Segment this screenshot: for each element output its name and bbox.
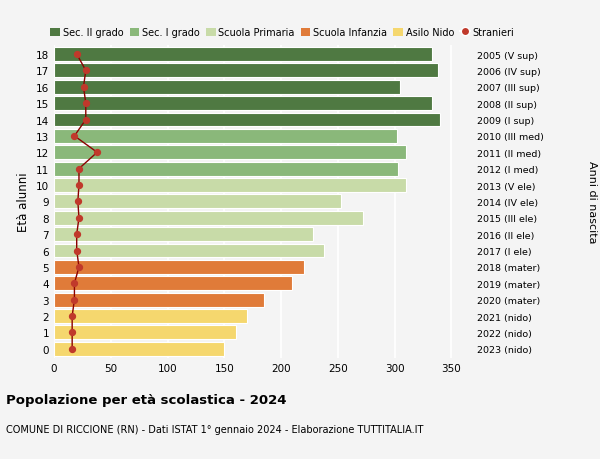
Point — [79, 84, 88, 91]
Bar — [54, 162, 398, 176]
Point — [74, 263, 84, 271]
Point — [73, 198, 83, 206]
Point — [74, 166, 84, 173]
Legend: Sec. II grado, Sec. I grado, Scuola Primaria, Scuola Infanzia, Asilo Nido, Stran: Sec. II grado, Sec. I grado, Scuola Prim… — [50, 28, 514, 38]
Point — [70, 297, 79, 304]
Bar — [54, 113, 440, 127]
Bar — [54, 342, 224, 356]
Text: Anni di nascita: Anni di nascita — [587, 161, 597, 243]
Text: Popolazione per età scolastica - 2024: Popolazione per età scolastica - 2024 — [6, 393, 287, 406]
Bar — [54, 64, 437, 78]
Point — [81, 100, 91, 107]
Bar — [54, 195, 341, 209]
Point — [72, 247, 82, 255]
Bar — [54, 244, 324, 258]
Bar — [54, 277, 292, 291]
Point — [81, 67, 91, 75]
Point — [67, 313, 77, 320]
Bar — [54, 293, 264, 307]
Point — [67, 345, 77, 353]
Bar — [54, 179, 406, 193]
Text: COMUNE DI RICCIONE (RN) - Dati ISTAT 1° gennaio 2024 - Elaborazione TUTTITALIA.I: COMUNE DI RICCIONE (RN) - Dati ISTAT 1° … — [6, 424, 424, 434]
Point — [74, 215, 84, 222]
Point — [67, 329, 77, 336]
Bar — [54, 228, 313, 241]
Bar — [54, 97, 432, 111]
Point — [72, 231, 82, 238]
Point — [70, 133, 79, 140]
Bar — [54, 146, 406, 160]
Bar — [54, 129, 397, 144]
Bar — [54, 48, 432, 62]
Point — [70, 280, 79, 287]
Y-axis label: Età alunni: Età alunni — [17, 172, 31, 232]
Bar — [54, 260, 304, 274]
Point — [92, 149, 102, 157]
Bar — [54, 211, 363, 225]
Bar — [54, 309, 247, 323]
Point — [74, 182, 84, 189]
Bar — [54, 326, 236, 340]
Point — [81, 117, 91, 124]
Bar — [54, 81, 400, 95]
Point — [72, 51, 82, 59]
